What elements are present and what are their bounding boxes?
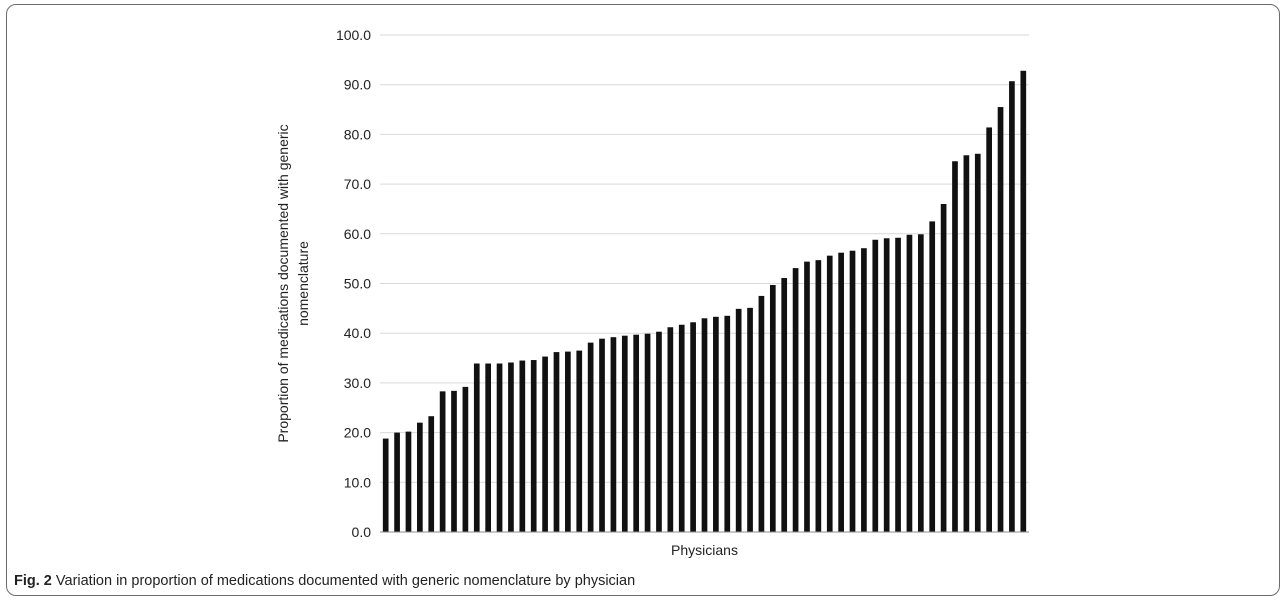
bar <box>895 237 901 532</box>
bar <box>530 360 537 532</box>
y-tick-label: 0.0 <box>352 524 372 540</box>
bar <box>405 431 412 532</box>
y-tick-label: 10.0 <box>344 474 371 490</box>
bar <box>1020 70 1027 532</box>
bar <box>633 334 640 532</box>
bar <box>553 352 560 532</box>
bar <box>1009 81 1015 532</box>
bar <box>940 203 947 533</box>
y-tick-label: 40.0 <box>344 325 371 341</box>
bar <box>610 337 617 532</box>
bar <box>804 261 810 532</box>
y-tick-label: 70.0 <box>344 176 371 192</box>
y-tick-label: 30.0 <box>344 375 371 391</box>
bar <box>542 356 548 532</box>
figure-frame <box>6 4 1280 596</box>
bar <box>587 342 594 532</box>
bar <box>451 390 457 532</box>
bar <box>838 252 844 532</box>
y-tick-label: 20.0 <box>344 425 371 441</box>
bar <box>758 295 765 532</box>
bar <box>496 363 503 532</box>
bar <box>906 234 913 533</box>
bar <box>656 331 662 532</box>
bar <box>621 335 628 532</box>
bar <box>713 316 719 532</box>
bar <box>508 362 514 532</box>
bar <box>747 307 753 532</box>
bar <box>781 278 788 532</box>
bar <box>667 327 674 532</box>
bar <box>986 127 992 532</box>
bar <box>792 268 799 532</box>
bar <box>826 255 833 533</box>
figure-caption-label: Fig. 2 <box>14 573 52 589</box>
y-axis-title-line: Proportion of medications documented wit… <box>275 124 291 442</box>
bar <box>644 333 651 532</box>
y-tick-label: 50.0 <box>344 276 371 292</box>
y-tick-label: 80.0 <box>344 126 371 142</box>
bar <box>849 250 856 532</box>
y-tick-label: 90.0 <box>344 77 371 93</box>
x-axis-title: Physicians <box>671 542 738 558</box>
bar <box>724 315 731 532</box>
y-axis-title-line: nomenclature <box>295 241 311 326</box>
bar <box>701 318 708 532</box>
bar <box>735 308 742 532</box>
bar <box>417 422 423 532</box>
bar <box>678 324 685 532</box>
bar <box>963 155 970 532</box>
bar <box>861 248 867 532</box>
bar <box>815 260 822 532</box>
figure-caption-text: Variation in proportion of medications d… <box>55 573 636 589</box>
bar <box>917 234 924 533</box>
bars <box>382 70 1027 533</box>
bar <box>519 360 526 532</box>
bar <box>929 221 936 533</box>
bar <box>394 432 400 532</box>
bar <box>997 107 1004 532</box>
bar <box>382 438 389 532</box>
y-tick-label: 100.0 <box>336 27 371 43</box>
bar <box>769 284 776 532</box>
bar <box>974 153 981 532</box>
bar <box>599 338 605 532</box>
bar <box>576 350 583 532</box>
bar <box>462 386 469 532</box>
y-tick-labels: 0.0 10.0 20.0 30.0 40.0 50.0 60.0 70.0 80.0 90.0 1… <box>336 27 371 540</box>
bar <box>439 391 446 532</box>
bar <box>883 238 890 532</box>
y-tick-label: 60.0 <box>344 226 371 242</box>
bar <box>690 322 696 532</box>
bar <box>485 363 492 532</box>
y-axis-title: Proportion of medications documented wit… <box>275 124 311 442</box>
bar <box>473 363 480 532</box>
figure-caption: Fig. 2 Variation in proportion of medica… <box>14 573 635 589</box>
bar <box>428 416 435 532</box>
bar <box>565 351 571 532</box>
bar <box>872 239 879 532</box>
bar <box>952 161 958 533</box>
